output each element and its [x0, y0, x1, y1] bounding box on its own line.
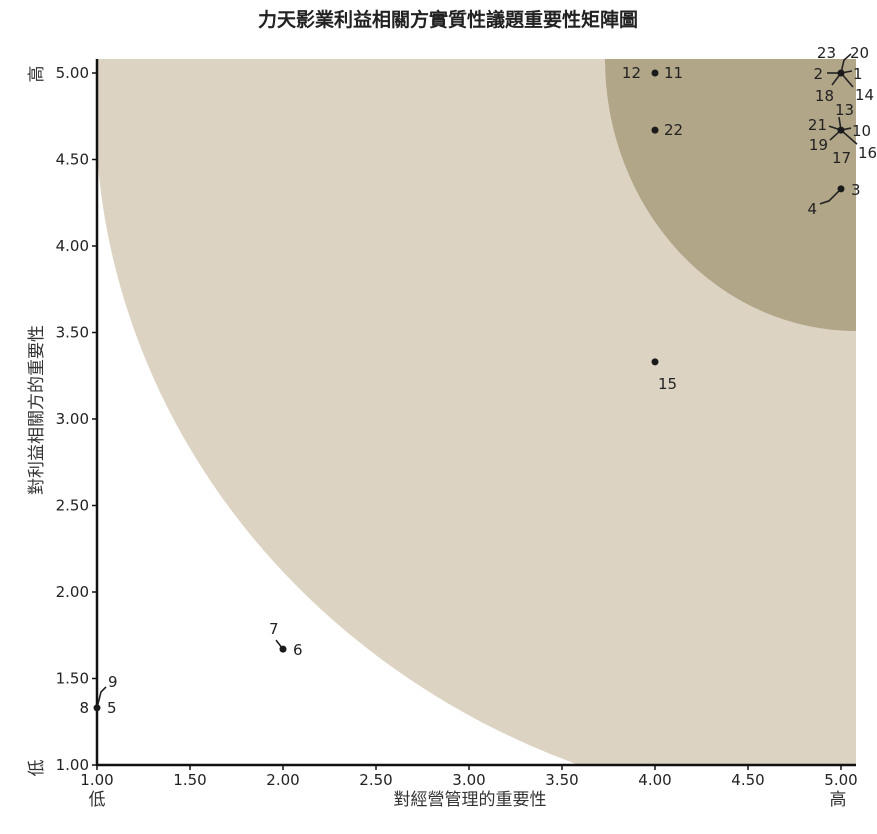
- point-label: 19: [809, 136, 828, 154]
- x-tick-label: 4.50: [731, 771, 764, 789]
- point-label: 5: [107, 699, 117, 717]
- point-label: 18: [815, 87, 834, 105]
- y-axis-ticks: 1.00 1.50 2.00 2.50 3.00 3.50 4.00 4.50 5.00: [56, 64, 97, 774]
- x-tick-label: 1.00: [80, 771, 113, 789]
- point-label: 9: [108, 673, 118, 691]
- point-label: 22: [664, 121, 683, 139]
- x-axis-high-label: 高: [830, 790, 847, 810]
- x-axis-low-label: 低: [89, 790, 106, 810]
- point-label: 16: [858, 144, 877, 162]
- data-point: [837, 126, 845, 134]
- x-tick-label: 3.00: [452, 771, 485, 789]
- data-point: [279, 645, 287, 653]
- point-label: 13: [835, 101, 854, 119]
- leader-line: [96, 686, 107, 709]
- data-point: [651, 358, 659, 366]
- point-label: 20: [850, 44, 869, 62]
- point-label: 1: [853, 65, 863, 83]
- point-label: 2: [813, 65, 823, 83]
- y-tick-label: 5.00: [56, 64, 89, 82]
- x-axis-ticks: 1.00 1.50 2.00 2.50 3.00 3.50 4.00 4.50 5.00: [80, 765, 858, 789]
- x-tick-label: 5.00: [824, 771, 857, 789]
- point-label: 6: [293, 641, 303, 659]
- leader-line: [840, 53, 852, 74]
- data-point: [651, 69, 659, 77]
- point-label: 7: [269, 620, 279, 638]
- point-label: 12: [622, 64, 641, 82]
- importance-zones: [97, 59, 856, 765]
- y-tick-label: 3.00: [56, 410, 89, 428]
- x-tick-label: 2.00: [266, 771, 299, 789]
- zone-high: [605, 59, 856, 331]
- y-axis-high-label: 高: [27, 66, 47, 83]
- data-point: [837, 185, 845, 193]
- point-label: 4: [807, 200, 817, 218]
- data-point: [93, 704, 101, 712]
- x-tick-label: 2.50: [359, 771, 392, 789]
- point-label: 3: [851, 181, 861, 199]
- x-tick-label: 3.50: [545, 771, 578, 789]
- y-tick-label: 3.50: [56, 324, 89, 342]
- point-label: 15: [658, 375, 677, 393]
- x-tick-label: 4.00: [638, 771, 671, 789]
- y-tick-label: 4.00: [56, 237, 89, 255]
- point-label: 17: [832, 149, 851, 167]
- x-axis-title: 對經營管理的重要性: [394, 790, 547, 810]
- y-tick-label: 4.50: [56, 151, 89, 169]
- y-axis-low-label: 低: [27, 760, 47, 777]
- y-tick-label: 2.00: [56, 583, 89, 601]
- leader-line: [840, 129, 858, 145]
- y-tick-label: 1.50: [56, 670, 89, 688]
- y-axis-title: 對利益相關方的重要性: [27, 325, 47, 495]
- data-point: [837, 69, 845, 77]
- y-tick-label: 1.00: [56, 756, 89, 774]
- y-tick-label: 2.50: [56, 497, 89, 515]
- point-label: 23: [817, 44, 836, 62]
- point-label: 21: [808, 116, 827, 134]
- point-label: 14: [855, 86, 874, 104]
- point-label: 10: [852, 122, 871, 140]
- point-label: 8: [79, 699, 89, 717]
- point-label: 11: [664, 64, 683, 82]
- leader-line: [819, 188, 842, 205]
- x-tick-label: 1.50: [173, 771, 206, 789]
- chart-title: 力天影業利益相關方實質性議題重要性矩陣圖: [258, 8, 638, 31]
- data-point: [651, 126, 659, 134]
